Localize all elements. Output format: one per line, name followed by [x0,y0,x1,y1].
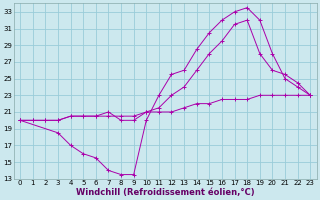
X-axis label: Windchill (Refroidissement éolien,°C): Windchill (Refroidissement éolien,°C) [76,188,254,197]
